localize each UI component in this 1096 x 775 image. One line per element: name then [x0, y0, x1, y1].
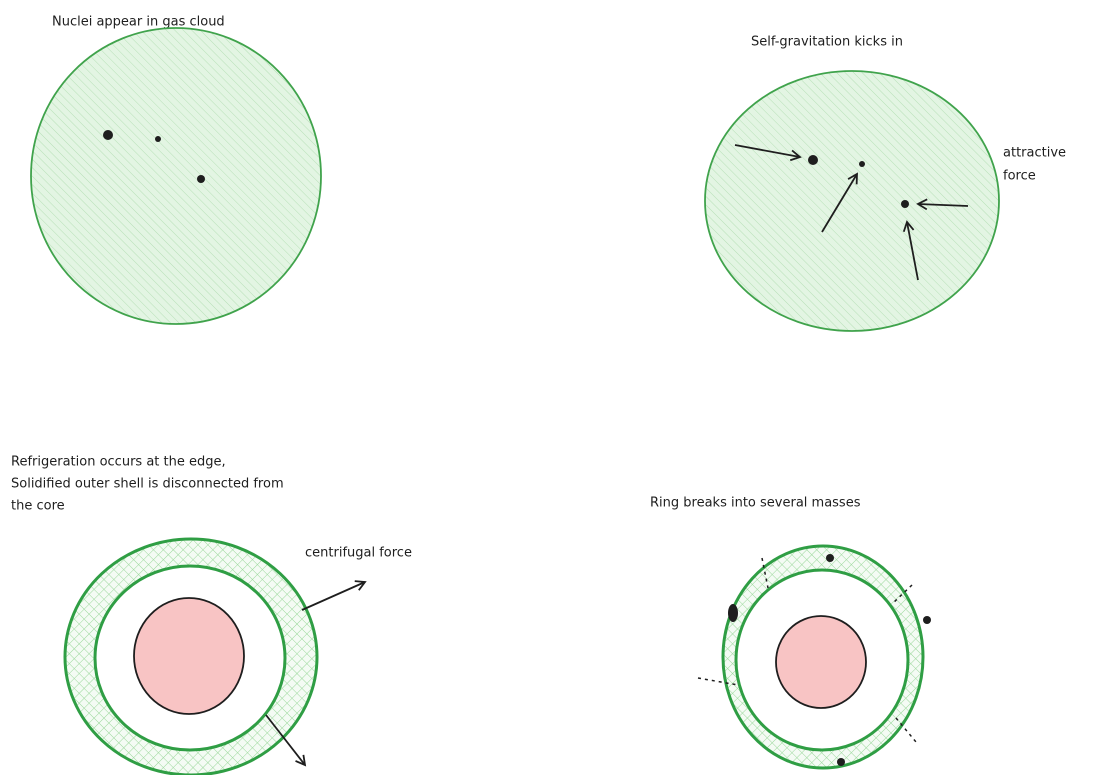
nucleus — [155, 136, 161, 142]
nucleus — [103, 130, 113, 140]
mass — [923, 616, 931, 624]
nucleus — [808, 155, 818, 165]
core — [134, 598, 244, 714]
panel-nuclei: Nuclei appear in gas cloud — [31, 15, 321, 325]
nucleus — [197, 175, 205, 183]
mass — [728, 604, 738, 622]
mass — [826, 554, 834, 562]
panel-refrigeration: Refrigeration occurs at the edge, Solidi… — [11, 455, 412, 775]
arrow — [302, 582, 365, 610]
panel-ring-breaks: Ring breaks into several masses — [650, 496, 931, 769]
annotation: centrifugal force — [305, 546, 412, 561]
caption: Refrigeration occurs at the edge, — [11, 455, 226, 470]
annotation: force — [1003, 169, 1036, 184]
mass — [837, 758, 845, 766]
diagram: Nuclei appear in gas cloud Self-gravitat… — [0, 0, 1096, 775]
caption: Self-gravitation kicks in — [751, 35, 903, 50]
gas-cloud — [31, 28, 321, 324]
caption: Nuclei appear in gas cloud — [52, 15, 225, 30]
nucleus — [901, 200, 909, 208]
annotation: attractive — [1003, 146, 1066, 161]
nucleus — [859, 161, 865, 167]
panel-gravitation: Self-gravitation kicks in attractive for… — [705, 35, 1066, 332]
caption: the core — [11, 499, 65, 514]
core — [776, 616, 866, 708]
caption: Solidified outer shell is disconnected f… — [11, 477, 284, 492]
gas-cloud — [705, 71, 999, 331]
caption: Ring breaks into several masses — [650, 496, 861, 511]
